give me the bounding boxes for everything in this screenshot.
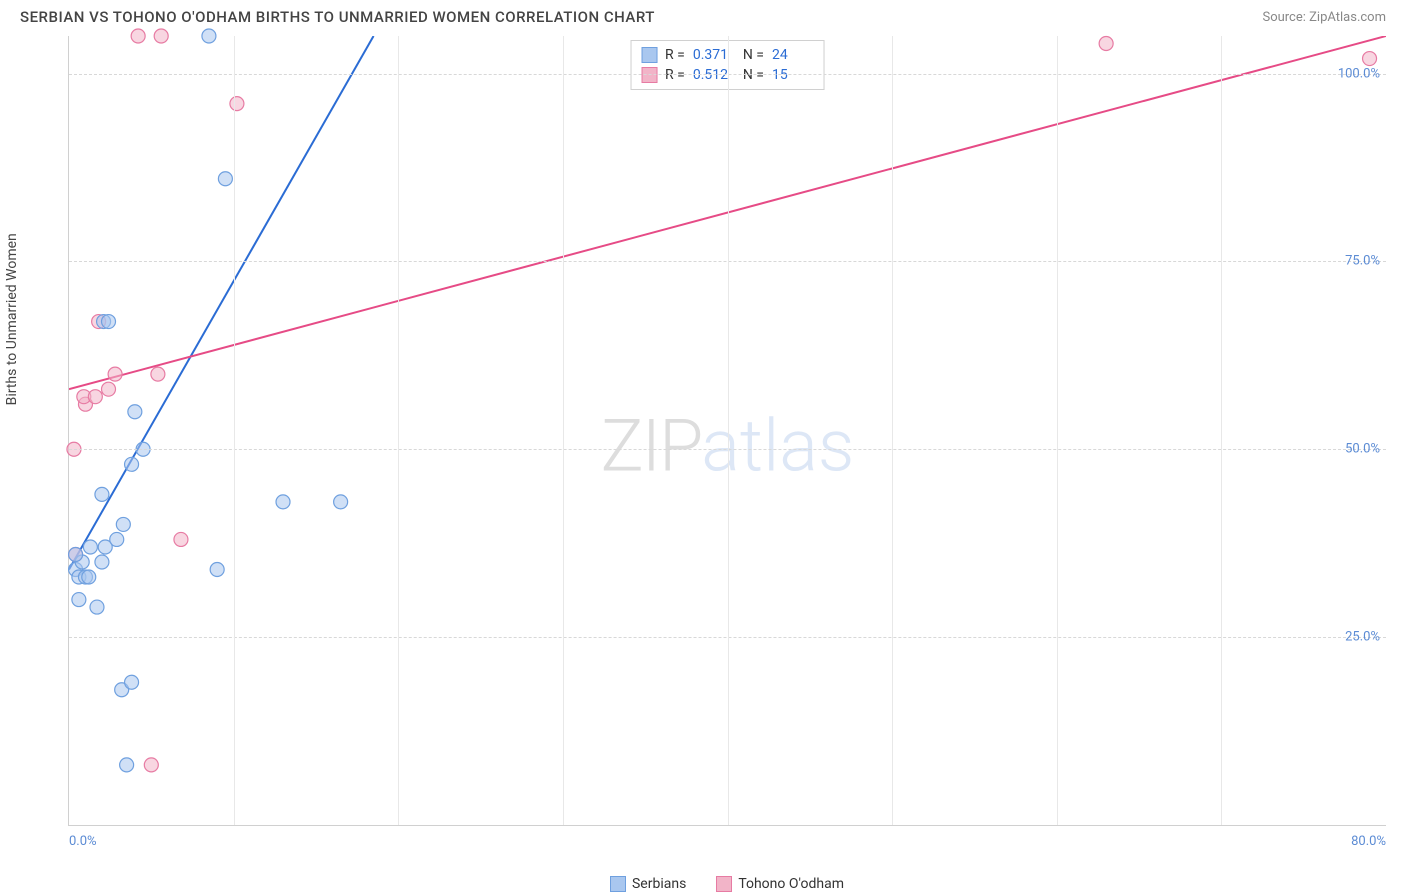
data-point-tohono: [102, 382, 116, 396]
legend-bottom: Serbians Tohono O'odham: [68, 876, 1386, 892]
data-point-serbians: [218, 172, 232, 186]
swatch-tohono-bottom: [716, 876, 732, 892]
gridline-v: [398, 36, 399, 825]
data-point-serbians: [72, 593, 86, 607]
data-point-serbians: [125, 675, 139, 689]
chart-container: Births to Unmarried Women ZIPatlas R = 0…: [20, 36, 1386, 862]
data-point-serbians: [69, 547, 83, 561]
gridline-v: [234, 36, 235, 825]
r-value-tohono: 0.512: [693, 67, 735, 83]
n-label: N =: [743, 47, 764, 63]
data-point-serbians: [95, 555, 109, 569]
y-tick-label: 50.0%: [1345, 442, 1380, 457]
gridline-v: [563, 36, 564, 825]
data-point-serbians: [102, 315, 116, 329]
swatch-tohono: [641, 67, 657, 83]
data-point-serbians: [95, 487, 109, 501]
data-point-tohono: [230, 97, 244, 111]
n-value-tohono: 15: [772, 67, 814, 83]
gridline-v: [728, 36, 729, 825]
data-point-serbians: [82, 570, 96, 584]
r-label: R =: [665, 47, 685, 63]
r-value-serbians: 0.371: [693, 47, 735, 63]
y-axis-label: Births to Unmarried Women: [4, 233, 20, 405]
plot-area: ZIPatlas R = 0.371 N = 24 R = 0.512 N = …: [68, 36, 1386, 826]
data-point-serbians: [276, 495, 290, 509]
swatch-serbians-bottom: [610, 876, 626, 892]
data-point-tohono: [131, 29, 145, 43]
data-point-tohono: [108, 367, 122, 381]
data-point-serbians: [128, 405, 142, 419]
legend-label-serbians: Serbians: [632, 876, 686, 892]
trend-line-serbians: [69, 36, 374, 570]
data-point-serbians: [120, 758, 134, 772]
data-point-tohono: [144, 758, 158, 772]
gridline-v: [1057, 36, 1058, 825]
data-point-serbians: [202, 29, 216, 43]
swatch-serbians: [641, 47, 657, 63]
legend-item-serbians: Serbians: [610, 876, 686, 892]
data-point-serbians: [210, 563, 224, 577]
data-point-tohono: [154, 29, 168, 43]
r-label: R =: [665, 67, 685, 83]
gridline-v: [1221, 36, 1222, 825]
n-value-serbians: 24: [772, 47, 814, 63]
n-label: N =: [743, 67, 764, 83]
data-point-serbians: [116, 517, 130, 531]
data-point-serbians: [334, 495, 348, 509]
data-point-serbians: [90, 600, 104, 614]
x-tick-label: 0.0%: [69, 834, 97, 849]
data-point-tohono: [88, 390, 102, 404]
data-point-tohono: [1363, 52, 1377, 66]
y-tick-label: 25.0%: [1345, 630, 1380, 645]
data-point-tohono: [1099, 37, 1113, 51]
data-point-serbians: [110, 532, 124, 546]
y-tick-label: 75.0%: [1345, 254, 1380, 269]
x-tick-label: 80.0%: [1351, 834, 1386, 849]
data-point-tohono: [174, 532, 188, 546]
legend-label-tohono: Tohono O'odham: [738, 876, 844, 892]
data-point-serbians: [83, 540, 97, 554]
y-tick-label: 100.0%: [1338, 66, 1380, 81]
data-point-tohono: [151, 367, 165, 381]
gridline-v: [892, 36, 893, 825]
source-label: Source: ZipAtlas.com: [1262, 10, 1386, 25]
data-point-serbians: [125, 457, 139, 471]
legend-item-tohono: Tohono O'odham: [716, 876, 844, 892]
chart-title: SERBIAN VS TOHONO O'ODHAM BIRTHS TO UNMA…: [20, 8, 655, 26]
